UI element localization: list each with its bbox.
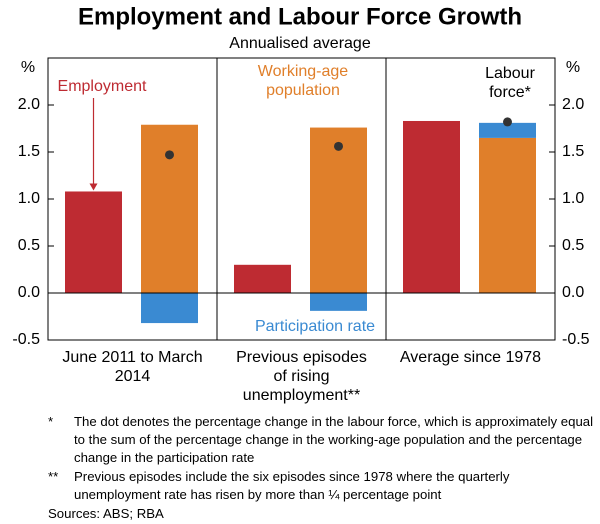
- dot: [334, 141, 343, 151]
- y-tick-label: 1.0: [18, 190, 40, 207]
- bar: [234, 264, 291, 293]
- series-label: Working-age population: [257, 63, 349, 99]
- y-tick-label: -0.5: [12, 331, 40, 348]
- bar: [141, 293, 198, 324]
- sources: Sources: ABS; RBA: [48, 506, 164, 521]
- bar: [141, 124, 198, 294]
- y-tick-label: 1.5: [18, 143, 40, 160]
- bar: [479, 137, 536, 293]
- bar: [65, 191, 122, 293]
- footnote-marker: *: [48, 414, 54, 429]
- bar: [310, 293, 367, 311]
- series-label: Employment: [57, 78, 147, 95]
- x-tick-label: June 2011 to March 2014: [62, 349, 203, 385]
- x-tick-label: Average since 1978: [399, 349, 542, 366]
- series-label: Participation rate: [254, 318, 376, 335]
- y2-tick-label: 2.0: [562, 96, 584, 113]
- bar: [479, 122, 536, 138]
- y2-tick-label: 0.5: [562, 237, 584, 254]
- y-tick-label: 0.0: [18, 284, 40, 301]
- x-tick-label: Previous episodes of rising unemployment…: [236, 349, 367, 404]
- y-axis-label: %: [21, 59, 35, 76]
- plot-frame: [47, 57, 556, 341]
- chart-subtitle: Annualised average: [229, 35, 371, 52]
- y-tick-label: 0.5: [18, 237, 40, 254]
- bar: [310, 127, 367, 293]
- arrow-head: [89, 183, 98, 191]
- footnote-marker: **: [48, 469, 59, 484]
- footnote-text: The dot denotes the percentage change in…: [74, 414, 594, 465]
- dot: [503, 117, 512, 127]
- y2-tick-label: 1.5: [562, 143, 584, 160]
- bar: [403, 120, 460, 293]
- series-label: Labour force*: [485, 65, 535, 101]
- y-tick-label: 2.0: [18, 96, 40, 113]
- y2-axis-label: %: [566, 59, 580, 76]
- y2-tick-label: 1.0: [562, 190, 584, 207]
- y2-tick-label: -0.5: [562, 331, 590, 348]
- dot: [165, 150, 174, 160]
- y2-tick-label: 0.0: [562, 284, 584, 301]
- chart-title: Employment and Labour Force Growth: [78, 3, 522, 30]
- footnote-text: Previous episodes include the six episod…: [74, 469, 510, 502]
